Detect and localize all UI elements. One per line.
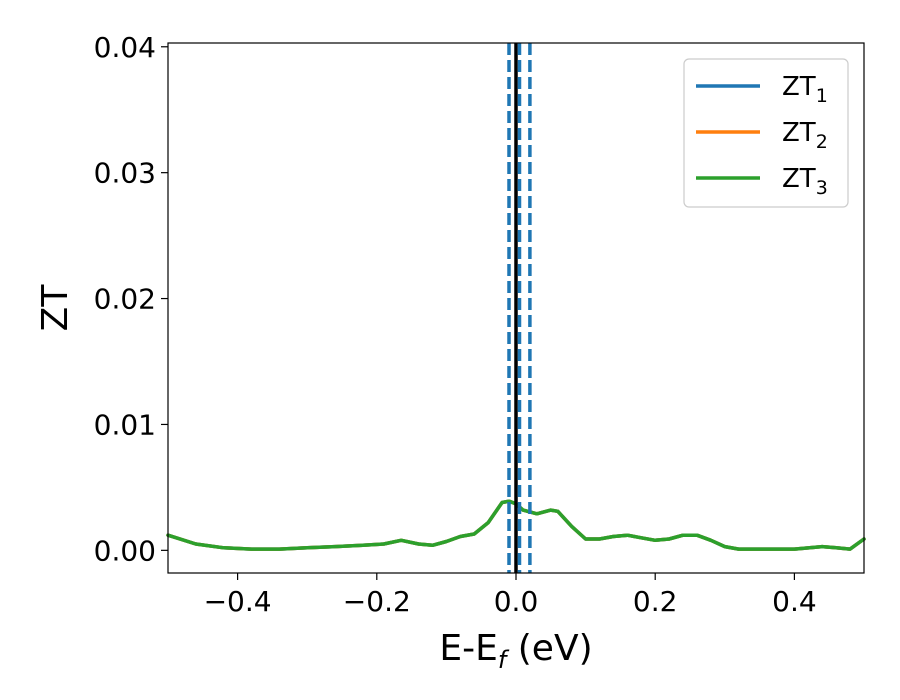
y-tick-label: 0.01 bbox=[94, 408, 156, 441]
y-axis-label: ZT bbox=[35, 284, 76, 332]
plot-lines bbox=[166, 499, 866, 551]
legend-label-zt3: ZT3 bbox=[782, 164, 828, 199]
legend-items: ZT1 ZT2 ZT3 bbox=[696, 72, 828, 199]
legend-box bbox=[683, 58, 849, 208]
x-tick-label: 0.0 bbox=[494, 585, 539, 618]
y-tick-label: 0.04 bbox=[94, 31, 156, 64]
x-axis-label: E-Ef (eV) bbox=[439, 628, 592, 674]
y-tick-label: 0.02 bbox=[94, 283, 156, 316]
legend-label-zt2: ZT2 bbox=[782, 118, 828, 153]
vertical-reference-lines bbox=[507, 43, 532, 573]
x-axis-label-main: E-E bbox=[439, 628, 497, 669]
y-tick-label: 0.03 bbox=[94, 157, 156, 190]
x-axis-label-suffix: (eV) bbox=[506, 628, 592, 669]
x-tick-label: −0.4 bbox=[204, 585, 272, 618]
series-line-zt3 bbox=[166, 499, 866, 551]
x-tick-label: −0.2 bbox=[343, 585, 411, 618]
x-tick-label: 0.2 bbox=[633, 585, 678, 618]
y-axis-ticks: 0.00 0.01 0.02 0.03 0.04 bbox=[94, 31, 168, 567]
y-tick-label: 0.00 bbox=[94, 534, 156, 567]
legend-label-zt1: ZT1 bbox=[782, 72, 828, 107]
x-tick-label: 0.4 bbox=[772, 585, 817, 618]
legend: ZT1 ZT2 ZT3 bbox=[683, 58, 849, 208]
x-axis-ticks: −0.4 −0.2 0.0 0.2 0.4 bbox=[204, 573, 817, 618]
